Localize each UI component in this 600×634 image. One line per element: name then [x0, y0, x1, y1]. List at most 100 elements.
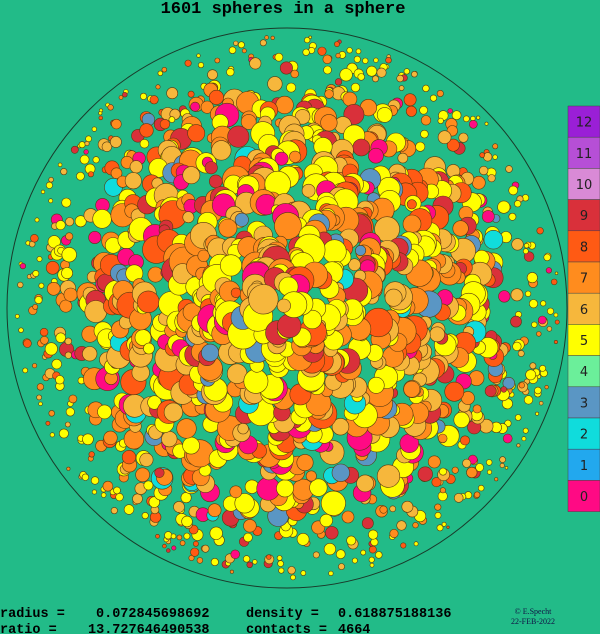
sphere: [546, 326, 553, 332]
sphere: [64, 351, 72, 359]
sphere: [415, 141, 426, 152]
container-circle: [6, 27, 568, 589]
sphere: [510, 288, 524, 302]
sphere: [209, 174, 223, 189]
sphere: [522, 248, 529, 255]
sphere: [22, 367, 29, 374]
sphere: [38, 401, 43, 406]
sphere: [434, 512, 442, 519]
sphere: [441, 521, 447, 527]
sphere: [182, 211, 195, 224]
sphere: [55, 375, 65, 385]
sphere: [61, 267, 73, 279]
sphere: [164, 531, 173, 540]
sphere: [523, 243, 530, 249]
sphere: [357, 73, 365, 81]
sphere: [524, 290, 532, 297]
sphere: [508, 212, 517, 221]
sphere: [278, 567, 285, 574]
sphere: [328, 570, 334, 577]
sphere: [163, 402, 183, 422]
sphere: [494, 477, 499, 482]
sphere: [76, 171, 85, 181]
sphere: [301, 183, 316, 198]
sphere: [147, 395, 162, 410]
sphere: [270, 35, 275, 41]
sphere: [553, 339, 558, 344]
sphere: [228, 46, 237, 54]
contacts-label: contacts =: [246, 623, 327, 634]
sphere: [139, 452, 154, 467]
sphere: [510, 315, 522, 328]
contacts-value: 4664: [338, 623, 370, 634]
sphere: [113, 486, 121, 495]
sphere: [83, 149, 89, 155]
sphere: [536, 331, 542, 337]
sphere: [61, 197, 72, 208]
sphere: [322, 239, 347, 264]
sphere: [543, 253, 551, 262]
sphere: [289, 150, 302, 163]
sphere: [218, 218, 238, 238]
sphere: [277, 560, 284, 567]
sphere: [166, 548, 171, 553]
sphere: [243, 519, 257, 533]
sphere: [376, 67, 387, 78]
sphere: [196, 53, 201, 58]
sphere: [61, 247, 77, 263]
sphere: [148, 496, 161, 508]
sphere: [17, 281, 24, 289]
sphere: [32, 270, 40, 277]
sphere: [444, 381, 465, 402]
sphere: [304, 36, 311, 44]
sphere: [155, 84, 161, 90]
sphere: [350, 82, 361, 93]
legend-swatch: [567, 261, 600, 294]
sphere: [534, 386, 542, 395]
sphere: [319, 513, 333, 528]
sphere: [483, 230, 504, 250]
sphere: [36, 256, 43, 262]
sphere: [463, 115, 470, 123]
sphere: [438, 433, 448, 444]
sphere: [30, 234, 39, 243]
sphere: [87, 171, 94, 178]
legend-label: 3: [580, 396, 588, 411]
sphere: [48, 198, 54, 204]
sphere: [290, 574, 296, 581]
sphere: [468, 120, 478, 129]
sphere: [369, 562, 375, 568]
sphere: [79, 154, 90, 165]
sphere: [546, 307, 554, 315]
sphere: [159, 118, 170, 130]
sphere: [341, 510, 355, 524]
sphere: [475, 463, 484, 472]
sphere: [214, 57, 221, 64]
sphere: [396, 520, 407, 531]
sphere: [45, 260, 60, 275]
credit-author: © E.Specht: [515, 607, 553, 616]
sphere: [411, 70, 418, 78]
sphere: [84, 141, 90, 147]
sphere: [243, 532, 253, 543]
sphere: [210, 557, 219, 566]
sphere: [64, 337, 73, 345]
sphere: [434, 503, 442, 511]
legend-label: 12: [576, 116, 593, 131]
sphere: [237, 422, 249, 435]
sphere: [267, 76, 283, 92]
sphere: [55, 220, 66, 231]
sphere: [98, 115, 104, 121]
sphere-group: [14, 35, 560, 581]
sphere: [92, 209, 112, 229]
sphere: [525, 369, 537, 381]
sphere: [274, 151, 289, 166]
sphere: [368, 556, 375, 563]
sphere: [419, 105, 428, 115]
sphere: [498, 290, 511, 303]
sphere: [18, 327, 24, 333]
sphere: [124, 172, 142, 190]
sphere: [92, 156, 100, 164]
sphere: [207, 69, 218, 80]
sphere: [276, 555, 283, 561]
